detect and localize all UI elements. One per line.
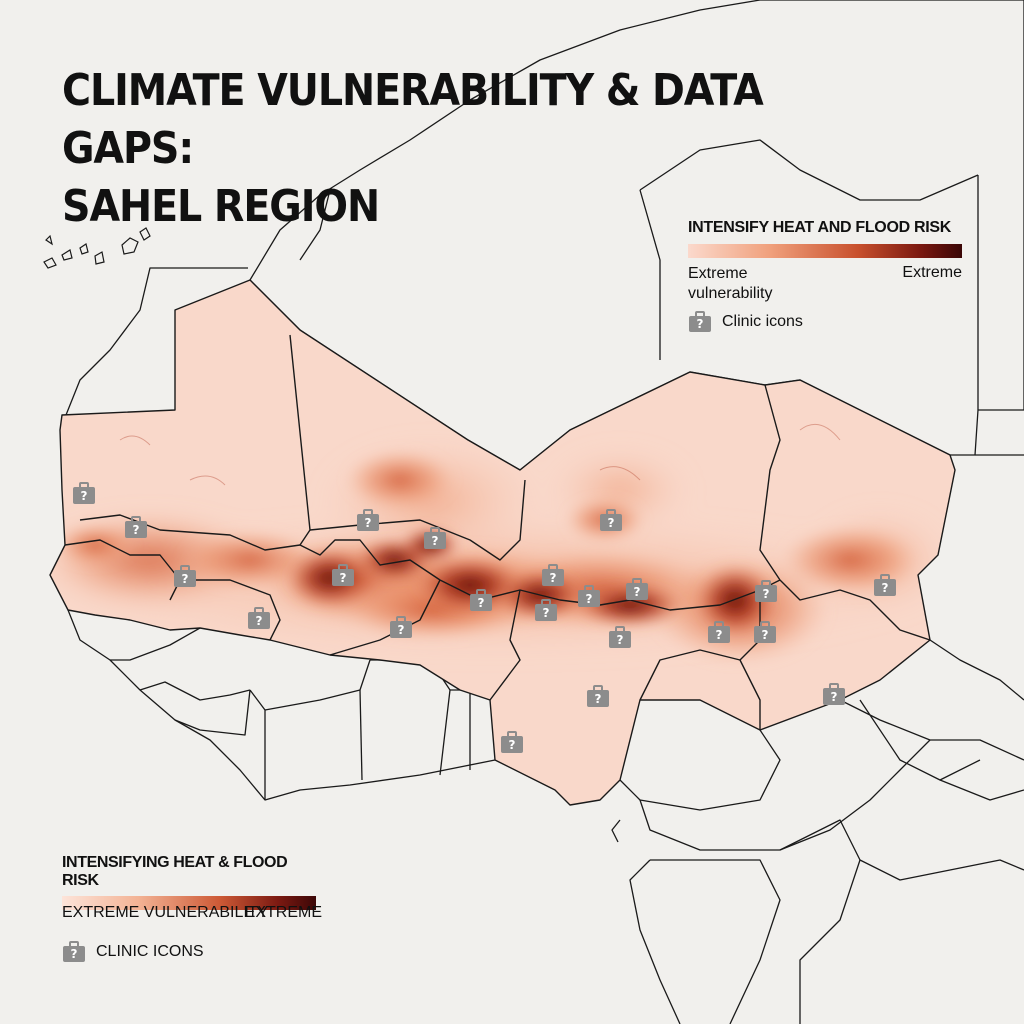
svg-text:?: ? bbox=[478, 596, 485, 610]
svg-text:?: ? bbox=[256, 614, 263, 628]
svg-text:?: ? bbox=[509, 738, 516, 752]
clinic-question-icon: ? bbox=[578, 585, 600, 607]
clinic-question-icon: ? bbox=[535, 599, 557, 621]
legend-top-color-ramp bbox=[688, 244, 962, 258]
clinic-question-icon: ? bbox=[600, 509, 622, 531]
svg-text:?: ? bbox=[182, 572, 189, 586]
legend-bottom-clinic-label: CLINIC ICONS bbox=[96, 943, 204, 960]
legend-bottom: INTENSIFYING HEAT & FLOOD RISK EXTREME V… bbox=[62, 854, 322, 962]
clinic-question-icon: ? bbox=[874, 574, 896, 596]
svg-text:?: ? bbox=[71, 947, 78, 961]
legend-bottom-high-label: EXTREME bbox=[244, 904, 322, 921]
svg-text:?: ? bbox=[550, 571, 557, 585]
svg-text:?: ? bbox=[608, 516, 615, 530]
svg-text:?: ? bbox=[762, 628, 769, 642]
clinic-question-icon: ? bbox=[542, 564, 564, 586]
clinic-question-icon: ? bbox=[609, 626, 631, 648]
svg-text:?: ? bbox=[586, 592, 593, 606]
clinic-question-icon: ? bbox=[63, 941, 85, 962]
legend-bottom-color-ramp bbox=[62, 896, 316, 910]
svg-text:?: ? bbox=[763, 587, 770, 601]
svg-text:?: ? bbox=[697, 317, 704, 331]
clinic-question-icon: ? bbox=[424, 527, 446, 549]
clinic-question-icon: ? bbox=[708, 621, 730, 643]
title-line-2: SAHEL REGION bbox=[62, 181, 380, 232]
clinic-question-icon: ? bbox=[470, 589, 492, 611]
legend-top-high-label: Extreme bbox=[902, 264, 962, 281]
svg-text:?: ? bbox=[340, 571, 347, 585]
svg-text:?: ? bbox=[365, 516, 372, 530]
clinic-question-icon: ? bbox=[755, 580, 777, 602]
clinic-question-icon: ? bbox=[754, 621, 776, 643]
svg-text:?: ? bbox=[81, 489, 88, 503]
svg-text:?: ? bbox=[831, 690, 838, 704]
svg-text:?: ? bbox=[617, 633, 624, 647]
svg-text:?: ? bbox=[634, 585, 641, 599]
page-title: CLIMATE VULNERABILITY & DATA GAPS: SAHEL… bbox=[62, 62, 872, 236]
clinic-question-icon: ? bbox=[501, 731, 523, 753]
svg-text:?: ? bbox=[543, 606, 550, 620]
title-line-1: CLIMATE VULNERABILITY & DATA GAPS: bbox=[62, 65, 764, 174]
clinic-markers: ?????????????????????? bbox=[73, 482, 896, 753]
svg-text:?: ? bbox=[882, 581, 889, 595]
clinic-question-icon: ? bbox=[689, 311, 711, 332]
neighbouring-countries bbox=[59, 0, 1024, 1024]
svg-text:?: ? bbox=[432, 534, 439, 548]
svg-text:?: ? bbox=[595, 692, 602, 706]
legend-top-clinic-entry: ? Clinic icons bbox=[688, 311, 803, 333]
clinic-question-icon: ? bbox=[626, 578, 648, 600]
legend-top: INTENSIFY HEAT AND FLOOD RISK Extreme vu… bbox=[688, 219, 968, 332]
svg-text:?: ? bbox=[716, 628, 723, 642]
svg-text:?: ? bbox=[398, 623, 405, 637]
clinic-question-icon: ? bbox=[125, 516, 147, 538]
clinic-question-icon: ? bbox=[248, 607, 270, 629]
clinic-question-icon: ? bbox=[823, 683, 845, 705]
country-borders bbox=[49, 279, 956, 806]
islands bbox=[43, 227, 151, 269]
legend-bottom-title: INTENSIFYING HEAT & FLOOD RISK bbox=[62, 854, 288, 889]
clinic-question-icon: ? bbox=[73, 482, 95, 504]
legend-top-low-label: Extreme vulnerability bbox=[688, 265, 773, 302]
legend-top-title: INTENSIFY HEAT AND FLOOD RISK bbox=[688, 219, 952, 236]
legend-bottom-clinic-entry: ? CLINIC ICONS bbox=[62, 941, 204, 963]
clinic-question-icon: ? bbox=[357, 509, 379, 531]
legend-top-clinic-label: Clinic icons bbox=[722, 313, 803, 330]
clinic-question-icon: ? bbox=[332, 564, 354, 586]
clinic-question-icon: ? bbox=[174, 565, 196, 587]
legend-bottom-low-label: EXTREME VULNERABILITY bbox=[62, 904, 269, 921]
svg-text:?: ? bbox=[133, 523, 140, 537]
clinic-question-icon: ? bbox=[390, 616, 412, 638]
clinic-question-icon: ? bbox=[587, 685, 609, 707]
